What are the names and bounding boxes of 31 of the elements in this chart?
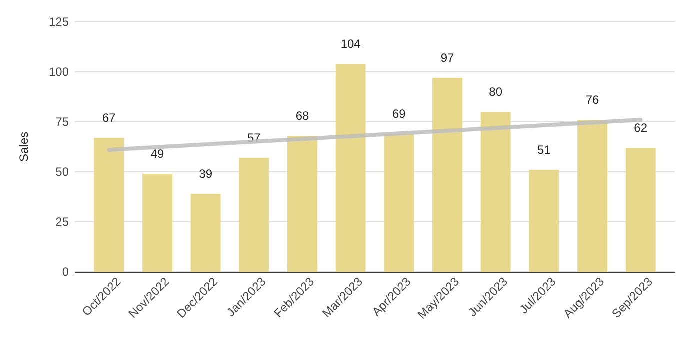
data-label: 62 — [634, 121, 648, 135]
bar — [336, 64, 366, 272]
data-label: 97 — [440, 51, 454, 65]
data-label: 68 — [296, 109, 310, 123]
data-label: 57 — [247, 131, 262, 145]
y-tick-label: 125 — [48, 14, 70, 29]
bar — [480, 112, 511, 272]
data-label: 51 — [537, 143, 552, 157]
bar — [578, 120, 608, 272]
y-tick-label: 25 — [56, 214, 70, 229]
data-label: 39 — [199, 167, 213, 181]
bar — [288, 136, 318, 272]
bar — [384, 134, 414, 272]
y-tick-label: 75 — [56, 114, 70, 129]
data-label: 76 — [586, 93, 600, 107]
bar — [142, 174, 172, 272]
bar — [432, 78, 462, 272]
data-label: 69 — [392, 107, 406, 121]
y-tick-label: 50 — [56, 164, 70, 179]
bar — [626, 148, 656, 272]
bar — [94, 138, 124, 272]
data-label: 49 — [150, 147, 164, 161]
y-tick-label: 0 — [62, 264, 70, 279]
bar — [190, 194, 221, 272]
bar — [529, 170, 560, 272]
data-label: 80 — [489, 85, 503, 99]
bar — [239, 158, 270, 272]
data-label: 104 — [340, 37, 362, 51]
data-label: 67 — [102, 111, 116, 125]
y-axis-title: Sales — [17, 132, 31, 162]
y-tick-label: 100 — [48, 64, 70, 79]
